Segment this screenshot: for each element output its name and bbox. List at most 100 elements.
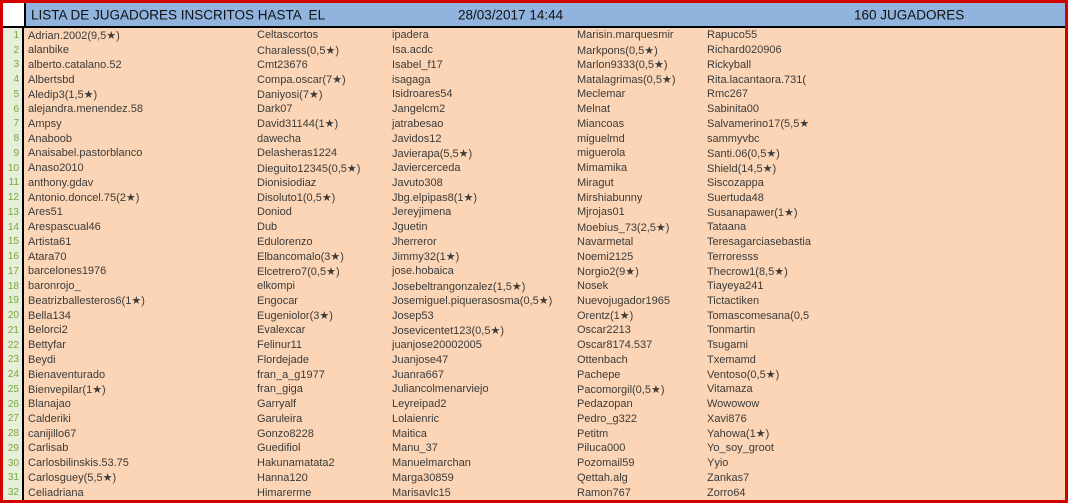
player-cell[interactable]: Jguetin bbox=[392, 221, 428, 234]
player-cell[interactable]: Elcetrero7(0,5★) bbox=[257, 265, 340, 278]
row-number[interactable]: 6 bbox=[3, 101, 24, 117]
player-cell[interactable]: Isidroares54 bbox=[392, 88, 453, 101]
player-cell[interactable]: Aledip3(1,5★) bbox=[28, 88, 98, 101]
player-cell[interactable]: Norgio2(9★) bbox=[577, 265, 639, 278]
player-cell[interactable]: Tataana bbox=[707, 221, 747, 234]
player-cell[interactable]: miguelmd bbox=[577, 132, 625, 145]
player-cell[interactable]: Juanra667 bbox=[392, 368, 444, 381]
player-cell[interactable]: Marisavlc15 bbox=[392, 486, 451, 499]
row-number[interactable]: 16 bbox=[3, 249, 24, 264]
player-cell[interactable]: Marisin.marquesmir bbox=[577, 29, 674, 42]
player-cell[interactable]: Calderiki bbox=[28, 412, 71, 425]
player-cell[interactable]: dawecha bbox=[257, 132, 302, 145]
player-cell[interactable]: elkompi bbox=[257, 280, 295, 293]
player-cell[interactable]: Hakunamatata2 bbox=[257, 457, 335, 470]
row-number[interactable]: 29 bbox=[3, 441, 24, 456]
row-number[interactable]: 13 bbox=[3, 205, 24, 220]
player-cell[interactable]: Anaboob bbox=[28, 132, 73, 145]
player-cell[interactable]: Matalagrimas(0,5★) bbox=[577, 74, 676, 87]
player-cell[interactable]: Vitamaza bbox=[707, 383, 753, 396]
player-cell[interactable]: Javidos12 bbox=[392, 132, 442, 145]
player-cell[interactable]: alejandra.menendez.58 bbox=[28, 103, 143, 116]
row-number[interactable]: 17 bbox=[3, 264, 24, 279]
row-number[interactable]: 8 bbox=[3, 131, 24, 146]
player-cell[interactable]: Txemamd bbox=[707, 353, 756, 366]
player-cell[interactable]: Disoluto1(0,5★) bbox=[257, 192, 336, 205]
player-cell[interactable]: Markpons(0,5★) bbox=[577, 44, 658, 57]
player-cell[interactable]: Leyreipad2 bbox=[392, 398, 447, 411]
player-cell[interactable]: Himarerme bbox=[257, 486, 312, 499]
player-cell[interactable]: Dieguito12345(0,5★) bbox=[257, 162, 361, 175]
player-cell[interactable]: Jereyjimena bbox=[392, 206, 452, 219]
player-cell[interactable]: Antonio.doncel.75(2★) bbox=[28, 192, 140, 205]
player-cell[interactable]: juanjose20002005 bbox=[392, 339, 482, 352]
player-cell[interactable]: Mjrojas01 bbox=[577, 206, 625, 219]
player-cell[interactable]: Isa.acdc bbox=[392, 44, 433, 57]
player-cell[interactable]: Charaless(0,5★) bbox=[257, 44, 340, 57]
player-cell[interactable]: Celiadriana bbox=[28, 486, 84, 499]
player-cell[interactable]: Marlon9333(0,5★) bbox=[577, 59, 668, 72]
player-cell[interactable]: Suertuda48 bbox=[707, 191, 764, 204]
player-cell[interactable]: Evalexcar bbox=[257, 324, 306, 337]
player-cell[interactable]: Eugeniolor(3★) bbox=[257, 310, 333, 323]
player-cell[interactable]: Blanajao bbox=[28, 398, 71, 411]
player-cell[interactable]: Shield(14,5★) bbox=[707, 162, 777, 175]
player-cell[interactable]: Compa.oscar(7★) bbox=[257, 74, 346, 87]
row-number[interactable]: 2 bbox=[3, 42, 24, 58]
player-cell[interactable]: Rapuco55 bbox=[707, 29, 758, 42]
player-cell[interactable]: fran_a_g1977 bbox=[257, 368, 325, 381]
player-cell[interactable]: Hanna120 bbox=[257, 471, 308, 484]
player-cell[interactable]: Garuleira bbox=[257, 412, 303, 425]
player-cell[interactable]: Bienaventurado bbox=[28, 368, 106, 381]
player-cell[interactable]: Jangelcm2 bbox=[392, 103, 446, 116]
player-cell[interactable]: Salvamerino17(5,5★ bbox=[707, 118, 810, 131]
player-cell[interactable]: Jbg.elpipas8(1★) bbox=[392, 192, 478, 205]
player-cell[interactable]: Arespascual46 bbox=[28, 221, 101, 234]
player-cell[interactable]: Yo_soy_groot bbox=[707, 442, 774, 455]
player-cell[interactable]: Carlosguey(5,5★) bbox=[28, 472, 117, 485]
player-cell[interactable]: anthony.gdav bbox=[28, 176, 94, 189]
player-cell[interactable]: Tonmartin bbox=[707, 324, 756, 337]
player-cell[interactable]: Josep53 bbox=[392, 309, 434, 322]
player-cell[interactable]: canijillo67 bbox=[28, 427, 77, 440]
player-cell[interactable]: Cmt23676 bbox=[257, 58, 308, 71]
player-cell[interactable]: Atara70 bbox=[28, 250, 67, 263]
row-number[interactable]: 30 bbox=[3, 455, 24, 471]
player-cell[interactable]: Xavi876 bbox=[707, 412, 747, 425]
row-number[interactable]: 28 bbox=[3, 426, 24, 441]
player-cell[interactable]: Ampsy bbox=[28, 117, 62, 130]
row-number[interactable]: 21 bbox=[3, 323, 24, 338]
player-cell[interactable]: Javiercerceda bbox=[392, 162, 461, 175]
player-cell[interactable]: Anaisabel.pastorblanco bbox=[28, 147, 143, 160]
player-cell[interactable]: ipadera bbox=[392, 29, 429, 42]
row-number[interactable]: 11 bbox=[3, 175, 24, 191]
player-cell[interactable]: Rickyball bbox=[707, 58, 752, 71]
player-cell[interactable]: Mirshiabunny bbox=[577, 191, 643, 204]
player-cell[interactable]: Josemiguel.piquerasosma(0,5★) bbox=[392, 295, 553, 308]
player-cell[interactable]: Doniod bbox=[257, 206, 292, 219]
player-cell[interactable]: Pacomorgil(0,5★) bbox=[577, 383, 665, 396]
player-cell[interactable]: Jherreror bbox=[392, 235, 437, 248]
row-number[interactable]: 5 bbox=[3, 87, 24, 102]
row-number[interactable]: 12 bbox=[3, 190, 24, 205]
player-cell[interactable]: Nosek bbox=[577, 280, 609, 293]
player-cell[interactable]: Marga30859 bbox=[392, 471, 454, 484]
player-cell[interactable]: Tsugami bbox=[707, 339, 748, 352]
player-cell[interactable]: fran_giga bbox=[257, 383, 303, 396]
player-cell[interactable]: Edulorenzo bbox=[257, 235, 313, 248]
player-cell[interactable]: Dionisiodiaz bbox=[257, 176, 317, 189]
player-cell[interactable]: Yyio bbox=[707, 457, 729, 470]
player-cell[interactable]: jose.hobaica bbox=[392, 265, 454, 278]
player-cell[interactable]: Piluca000 bbox=[577, 442, 626, 455]
player-cell[interactable]: Beatrizballesteros6(1★) bbox=[28, 295, 145, 308]
row-number[interactable]: 1 bbox=[3, 28, 24, 43]
player-cell[interactable]: Tiayeya241 bbox=[707, 280, 764, 293]
player-cell[interactable]: Bienvepilar(1★) bbox=[28, 383, 106, 396]
player-cell[interactable]: alberto.catalano.52 bbox=[28, 58, 122, 71]
player-cell[interactable]: Miragut bbox=[577, 176, 614, 189]
row-number[interactable]: 18 bbox=[3, 278, 24, 294]
player-cell[interactable]: isagaga bbox=[392, 73, 431, 86]
player-cell[interactable]: Carlosbilinskis.53.75 bbox=[28, 457, 129, 470]
player-cell[interactable]: Sabinita00 bbox=[707, 103, 759, 116]
player-cell[interactable]: Flordejade bbox=[257, 353, 309, 366]
